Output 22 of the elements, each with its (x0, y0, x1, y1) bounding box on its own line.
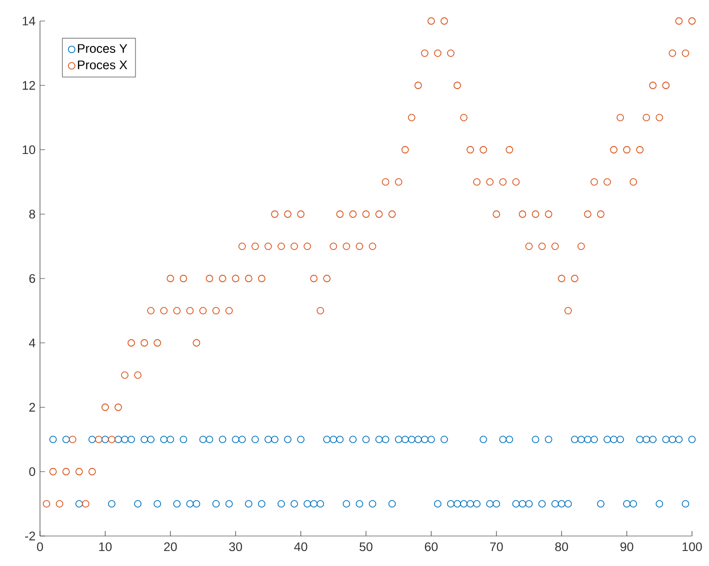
y-tick-label: 0 (29, 467, 36, 476)
y-tick-label: -2 (25, 532, 36, 540)
x-tick-label: 10 (99, 542, 112, 552)
x-tick-label: 40 (294, 542, 308, 552)
x-tick-label: 30 (229, 542, 242, 552)
x-tick-label: 60 (424, 542, 438, 552)
y-tick-label: 10 (22, 145, 36, 154)
x-tick-label: 90 (620, 542, 634, 552)
y-tick-label: 6 (29, 274, 36, 283)
y-tick-label: 12 (22, 81, 36, 90)
x-tick-label: 70 (490, 542, 503, 552)
y-tick-label: 2 (29, 402, 36, 412)
legend-label: Proces X (78, 60, 128, 70)
y-tick-label: 8 (29, 210, 36, 219)
legend-label: Proces Y (78, 44, 128, 53)
y-tick-label: 4 (29, 338, 36, 348)
x-tick-label: 50 (360, 542, 372, 552)
x-tick-label: 20 (164, 542, 177, 552)
y-tick-label: 14 (22, 16, 36, 26)
x-tick-label: 100 (682, 542, 702, 552)
x-tick-label: 80 (555, 542, 568, 552)
x-tick-label: 0 (37, 542, 43, 552)
